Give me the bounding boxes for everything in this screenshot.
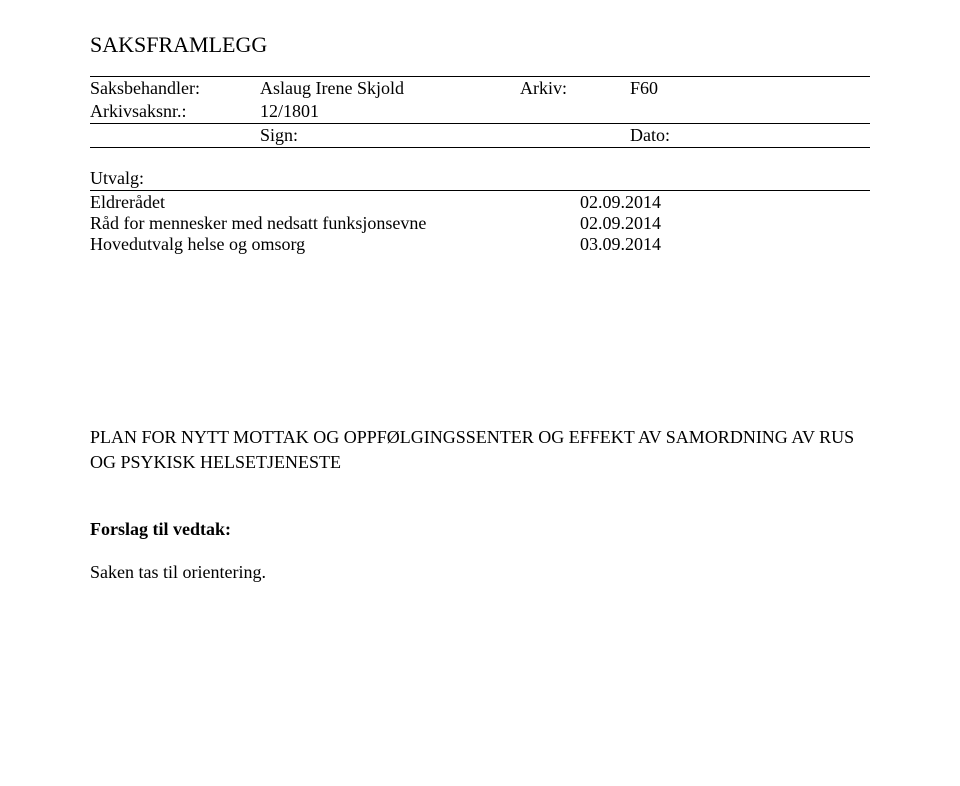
utvalg-rows: Eldrerådet 02.09.2014 Råd for mennesker … [90, 192, 870, 255]
utvalg-row: Eldrerådet 02.09.2014 [90, 192, 870, 213]
arkiv-value: F60 [630, 78, 870, 99]
utvalg-header: Utvalg: [90, 168, 870, 191]
utvalg-name: Råd for mennesker med nedsatt funksjonse… [90, 213, 580, 234]
dato-label: Dato: [630, 125, 870, 146]
meta-block: Saksbehandler: Aslaug Irene Skjold Arkiv… [90, 76, 870, 148]
forslag-label: Forslag til vedtak: [90, 519, 870, 540]
empty-col3 [520, 101, 630, 122]
empty-col3b [520, 125, 630, 146]
plan-heading: PLAN FOR NYTT MOTTAK OG OPPFØLGINGSSENTE… [90, 425, 870, 475]
utvalg-row: Hovedutvalg helse og omsorg 03.09.2014 [90, 234, 870, 255]
saksbehandler-value: Aslaug Irene Skjold [260, 78, 520, 99]
meta-row-sign: Sign: Dato: [90, 123, 870, 147]
arkiv-label: Arkiv: [520, 78, 630, 99]
saksbehandler-label: Saksbehandler: [90, 78, 260, 99]
orientering-text: Saken tas til orientering. [90, 562, 870, 583]
utvalg-date: 03.09.2014 [580, 234, 870, 255]
empty-label [90, 125, 260, 146]
arkivsaksnr-label: Arkivsaksnr.: [90, 101, 260, 122]
arkivsaksnr-value: 12/1801 [260, 101, 520, 122]
utvalg-name: Hovedutvalg helse og omsorg [90, 234, 580, 255]
meta-row-saksbehandler: Saksbehandler: Aslaug Irene Skjold Arkiv… [90, 77, 870, 100]
sign-label: Sign: [260, 125, 520, 146]
empty-col4 [630, 101, 870, 122]
utvalg-row: Råd for mennesker med nedsatt funksjonse… [90, 213, 870, 234]
document-title: SAKSFRAMLEGG [90, 32, 870, 58]
utvalg-date: 02.09.2014 [580, 192, 870, 213]
utvalg-date: 02.09.2014 [580, 213, 870, 234]
meta-row-arkivsaksnr: Arkivsaksnr.: 12/1801 [90, 100, 870, 123]
utvalg-name: Eldrerådet [90, 192, 580, 213]
